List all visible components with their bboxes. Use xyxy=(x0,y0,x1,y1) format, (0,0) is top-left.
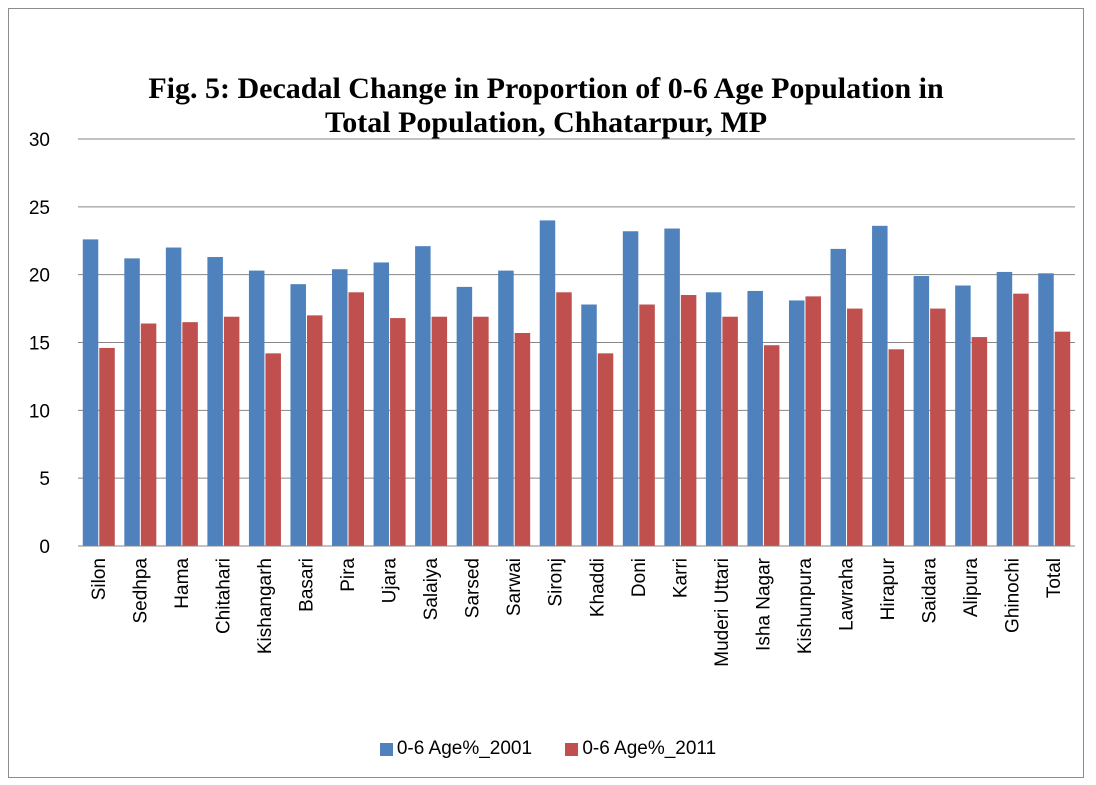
bar-2011-hirapur xyxy=(888,349,905,546)
x-category-label-muderi-uttari: Muderi Uttari xyxy=(712,558,733,667)
y-tick-label-6: 30 xyxy=(29,130,50,151)
x-category-label-sironj: Sironj xyxy=(546,558,567,607)
y-tick-label-3: 15 xyxy=(29,334,50,355)
bar-2011-kishangarh xyxy=(265,353,281,546)
chart-title: Fig. 5: Decadal Change in Proportion of … xyxy=(8,72,1084,140)
bar-2011-isha-nagar xyxy=(763,345,780,546)
x-category-label-basari: Basari xyxy=(296,558,317,612)
bar-2011-karri xyxy=(680,295,697,546)
x-category-label-khaddi: Khaddi xyxy=(587,558,608,617)
bar-2001-muderi-uttari xyxy=(705,292,722,546)
bar-2001-kishunpura xyxy=(788,300,805,546)
bar-2011-ghinochi xyxy=(1013,293,1029,546)
bar-2001-sedhpa xyxy=(124,258,140,546)
gridlines xyxy=(78,138,1075,479)
bar-2011-sironj xyxy=(556,292,572,546)
bar-2011-sarsed xyxy=(473,316,489,546)
x-category-label-hama: Hama xyxy=(172,558,193,609)
bar-2011-salaiya xyxy=(431,316,448,546)
bar-2011-sarwai xyxy=(514,333,531,546)
legend-item-2001: 0-6 Age%_2001 xyxy=(379,738,533,760)
x-category-label-alipura: Alipura xyxy=(961,558,982,618)
bar-2001-salaiya xyxy=(415,246,431,546)
bar-2011-alipura xyxy=(971,337,988,546)
x-category-label-karri: Karri xyxy=(670,558,691,598)
legend: 0-6 Age%_2001 0-6 Age%_2011 xyxy=(0,738,1096,762)
x-category-label-salaiya: Salaiya xyxy=(421,558,442,621)
y-tick-label-2: 10 xyxy=(29,401,50,422)
bar-2011-saidara xyxy=(930,308,946,546)
x-category-label-sarsed: Sarsed xyxy=(463,558,484,618)
bar-2001-alipura xyxy=(955,285,971,546)
bar-2001-ghinochi xyxy=(996,271,1013,546)
y-axis-tick-labels: 0 5 10 15 20 25 30 xyxy=(29,130,50,558)
chart-title-line-2: Total Population, Chhatarpur, MP xyxy=(324,106,768,139)
bar-2001-sarsed xyxy=(456,286,473,546)
bar-2011-hama xyxy=(182,322,198,546)
legend-item-2011: 0-6 Age%_2011 xyxy=(565,738,716,760)
legend-swatch-2011 xyxy=(565,742,579,756)
bar-2001-hirapur xyxy=(872,225,888,546)
bar-2011-khaddi xyxy=(597,353,614,546)
bar-2011-ujara xyxy=(390,318,406,546)
x-axis-category-labels: Silon Sedhpa Hama Chitahari Kishangarh Basari… xyxy=(89,557,1065,666)
bar-2011-kishunpura xyxy=(805,296,821,546)
bar-2001-ujara xyxy=(373,262,390,546)
bar-2001-lawraha xyxy=(830,248,847,546)
bar-2001-pira xyxy=(332,269,348,546)
bar-2001-doni xyxy=(622,231,639,546)
x-category-label-doni: Doni xyxy=(629,558,650,597)
bar-2001-kishangarh xyxy=(248,270,265,546)
x-category-label-sarwai: Sarwai xyxy=(504,558,525,616)
bar-2011-lawraha xyxy=(847,308,863,546)
x-category-label-silon: Silon xyxy=(89,558,110,600)
y-tick-label-5: 25 xyxy=(29,198,50,219)
x-category-label-kishunpura: Kishunpura xyxy=(795,558,816,655)
x-category-label-kishangarh: Kishangarh xyxy=(255,558,276,654)
bar-2001-total xyxy=(1038,273,1054,546)
x-category-label-ujara: Ujara xyxy=(380,558,401,604)
bar-2001-khaddi xyxy=(581,304,597,546)
bar-2001-isha-nagar xyxy=(747,290,763,546)
bar-2001-hama xyxy=(165,247,182,547)
bar-2001-saidara xyxy=(913,276,930,546)
bar-2011-chitahari xyxy=(223,316,240,546)
bar-2011-total xyxy=(1054,331,1071,546)
legend-label-2011: 0-6 Age%_2011 xyxy=(582,738,717,759)
chart-title-line-1: Fig. 5: Decadal Change in Proportion of … xyxy=(148,72,944,105)
x-category-label-saidara: Saidara xyxy=(920,558,941,624)
y-tick-label-4: 20 xyxy=(29,266,50,287)
x-category-label-total: Total xyxy=(1044,558,1065,598)
bar-2001-silon xyxy=(82,239,99,547)
y-tick-label-1: 5 xyxy=(39,469,50,490)
x-category-label-isha-nagar: Isha Nagar xyxy=(753,557,774,651)
bar-2001-sironj xyxy=(539,220,556,546)
bar-2011-silon xyxy=(99,347,115,546)
legend-label-2001: 0-6 Age%_2001 xyxy=(396,738,533,759)
bar-2011-sedhpa xyxy=(140,323,157,546)
x-category-label-sedhpa: Sedhpa xyxy=(130,558,151,624)
legend-swatch-2001 xyxy=(379,742,393,756)
bar-2011-doni xyxy=(639,304,655,546)
x-category-label-pira: Pira xyxy=(338,558,359,592)
x-category-label-chitahari: Chitahari xyxy=(213,558,234,634)
bar-2011-muderi-uttari xyxy=(722,316,738,546)
bar-2001-sarwai xyxy=(498,270,514,546)
bar-2001-karri xyxy=(664,228,680,547)
x-category-label-hirapur: Hirapur xyxy=(878,557,899,620)
bars xyxy=(82,220,1071,547)
bar-2001-basari xyxy=(290,284,306,546)
y-tick-label-0: 0 xyxy=(39,537,50,558)
x-category-label-lawraha: Lawraha xyxy=(837,558,858,631)
x-category-label-ghinochi: Ghinochi xyxy=(1003,558,1024,633)
bar-2011-basari xyxy=(306,315,323,546)
bar-2001-chitahari xyxy=(207,257,223,546)
bar-2011-pira xyxy=(348,292,365,546)
